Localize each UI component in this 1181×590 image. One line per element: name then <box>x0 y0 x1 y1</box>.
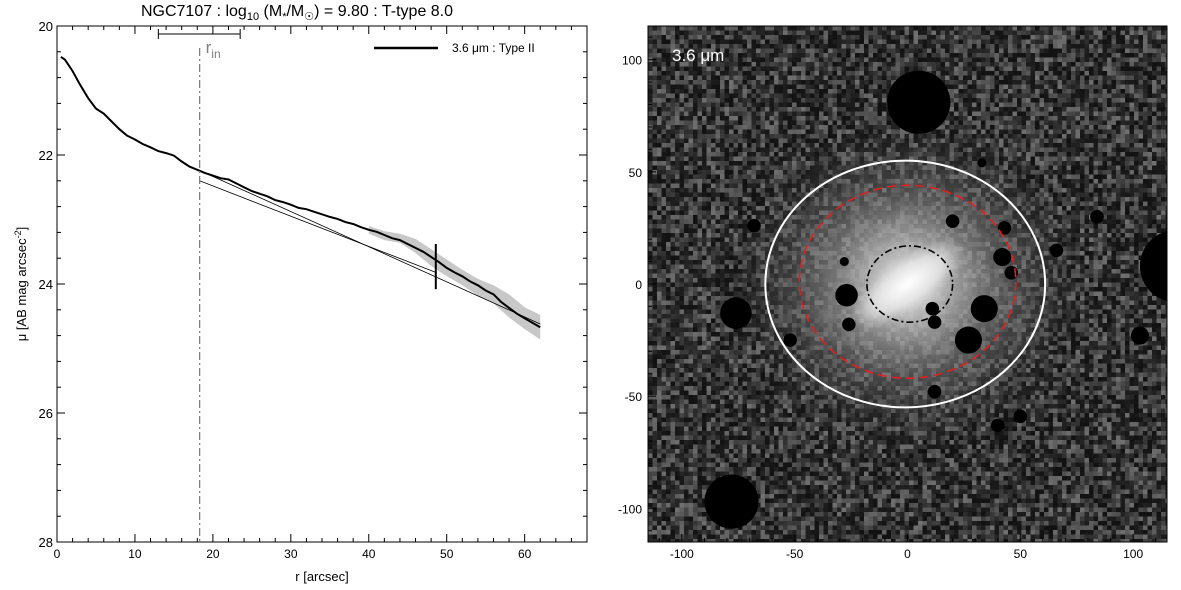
figure-title: NGC7107 : log10 (M*/M☉) = 9.80 : T-type … <box>141 3 453 23</box>
y-tick-label: 26 <box>39 406 53 421</box>
ellipse-dash-dot <box>866 245 954 323</box>
profile-series-line <box>60 56 541 329</box>
image-y-tick-label: 50 <box>629 166 643 180</box>
r-in-label: rin <box>206 38 221 61</box>
isophote-ellipses <box>764 159 1047 409</box>
star-mask <box>1090 209 1104 224</box>
star-mask <box>704 474 759 529</box>
fit-line-2 <box>199 180 436 273</box>
image-y-tick-label: 0 <box>635 278 642 292</box>
image-y-tick-label: -50 <box>625 390 643 404</box>
star-mask <box>1139 231 1167 301</box>
profile-xlabel: r [arcsec] <box>295 569 348 584</box>
star-mask <box>887 70 951 134</box>
image-y-tick-label: 100 <box>622 54 642 68</box>
image-x-tick-label: -50 <box>786 547 804 561</box>
x-tick-label: 10 <box>128 547 142 561</box>
star-mask <box>925 301 940 316</box>
uncertainty-band <box>368 225 541 340</box>
x-tick-label: 0 <box>54 547 61 561</box>
x-tick-label: 40 <box>362 547 376 561</box>
y-tick-label: 24 <box>39 277 53 292</box>
star-mask <box>927 384 942 399</box>
x-tick-label: 20 <box>206 547 220 561</box>
galaxy-bar <box>849 239 966 329</box>
image-x-tick-label: 0 <box>904 547 911 561</box>
star-mask <box>977 158 987 168</box>
image-x-tick-label: 100 <box>1123 547 1143 561</box>
star-mask <box>747 218 761 233</box>
star-mask <box>993 248 1012 267</box>
image-x-tick-label: -100 <box>670 547 694 561</box>
star-mask <box>927 315 942 329</box>
x-tick-label: 30 <box>284 547 298 561</box>
star-mask <box>1049 243 1064 258</box>
legend-label: 3.6 μm : Type II <box>452 41 535 55</box>
x-tick-label: 50 <box>440 547 454 561</box>
star-mask <box>835 283 858 307</box>
star-mask <box>990 418 1005 433</box>
y-tick-label: 20 <box>39 19 53 34</box>
y-tick-label: 22 <box>39 148 53 163</box>
star-mask <box>970 295 998 323</box>
ellipse-solid <box>764 159 1047 409</box>
image-band-label: 3.6 μm <box>672 46 724 65</box>
star-mask <box>842 317 856 332</box>
profile-plot-frame <box>56 25 588 543</box>
galaxy-light <box>731 122 1084 446</box>
x-tick-label: 60 <box>518 547 532 561</box>
y-tick-label: 28 <box>39 535 53 550</box>
star-mask <box>839 257 849 267</box>
ellipse-dashed <box>798 184 1017 380</box>
profile-plot: rin 0 10 20 30 40 50 60 20 22 24 26 28 r [arcsec] μ… <box>13 19 588 584</box>
star-mask <box>783 333 797 347</box>
profile-legend: 3.6 μm : Type II <box>374 41 535 55</box>
star-mask <box>1013 409 1028 424</box>
star-masks <box>704 70 1167 529</box>
star-mask <box>997 221 1012 235</box>
star-mask <box>720 297 752 329</box>
profile-ylabel: μ [AB mag arcsec-2] <box>13 227 29 342</box>
star-mask <box>1130 326 1149 345</box>
image-panel: -100 -50 0 50 100 -100 -50 0 50 100 3.6 μm <box>618 25 1168 561</box>
image-y-tick-label: -100 <box>618 502 642 516</box>
image-x-tick-label: 50 <box>1014 547 1028 561</box>
star-mask <box>954 326 982 354</box>
star-mask <box>945 214 960 228</box>
